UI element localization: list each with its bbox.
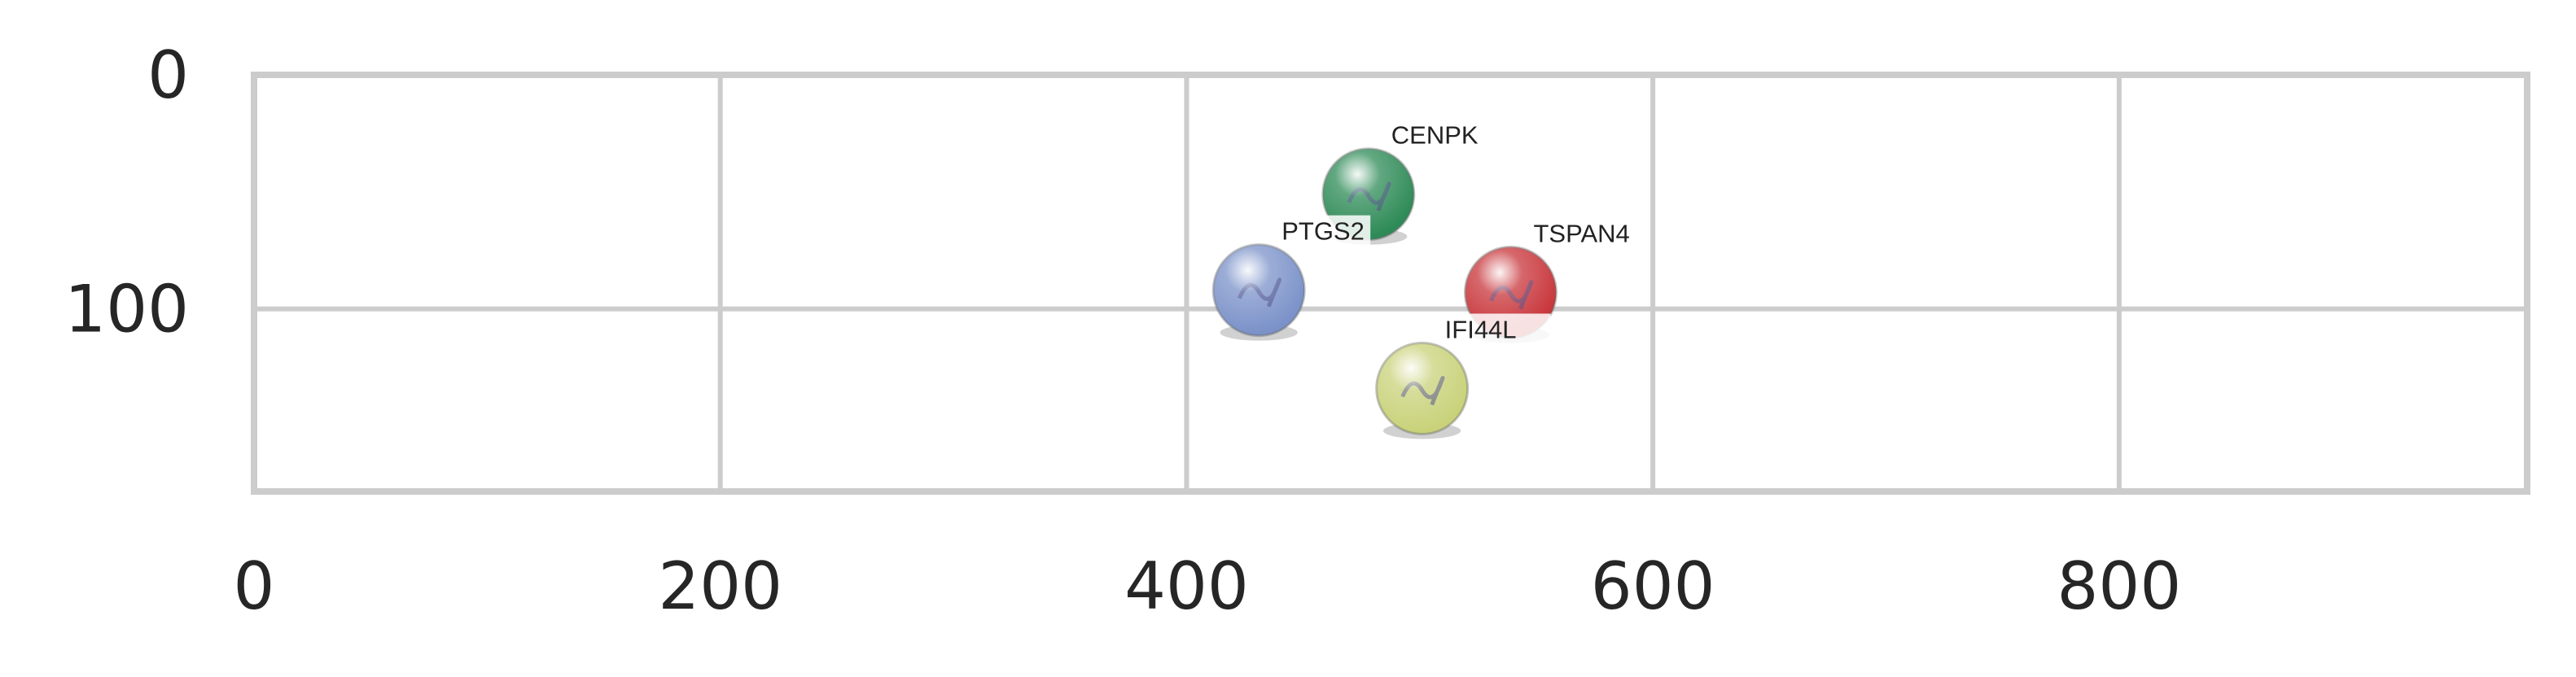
node-label: CENPK (1391, 121, 1479, 150)
x-tick-label: 800 (2057, 548, 2182, 624)
x-tick-label: 200 (658, 548, 782, 624)
x-tick-label: 0 (234, 548, 275, 624)
node-label-bg (1441, 313, 1551, 345)
node-label: TSPAN4 (1533, 220, 1629, 248)
protein-node-ifi44l[interactable]: IFI44L (1375, 313, 1551, 439)
node-label: PTGS2 (1281, 217, 1365, 246)
node-label: IFI44L (1445, 315, 1517, 343)
nodes: CENPK PTGS2 TSPAN4 IFI44L (1211, 119, 1640, 439)
y-tick-label: 100 (64, 272, 189, 347)
y-axis-ticks: 0 100 (64, 37, 189, 347)
node-label-bg (1278, 215, 1371, 247)
protein-node-ptgs2[interactable]: PTGS2 (1211, 215, 1371, 341)
x-tick-label: 600 (1591, 548, 1715, 624)
plot-frame (251, 72, 2530, 495)
node-gloss (1376, 343, 1468, 435)
x-tick-label: 400 (1124, 548, 1249, 624)
x-axis-ticks: 0 200 400 600 800 (234, 548, 2182, 624)
node-label-bg (1387, 119, 1480, 151)
node-gloss (1213, 244, 1305, 336)
y-tick-label: 0 (147, 37, 189, 113)
node-label-bg (1530, 217, 1640, 249)
